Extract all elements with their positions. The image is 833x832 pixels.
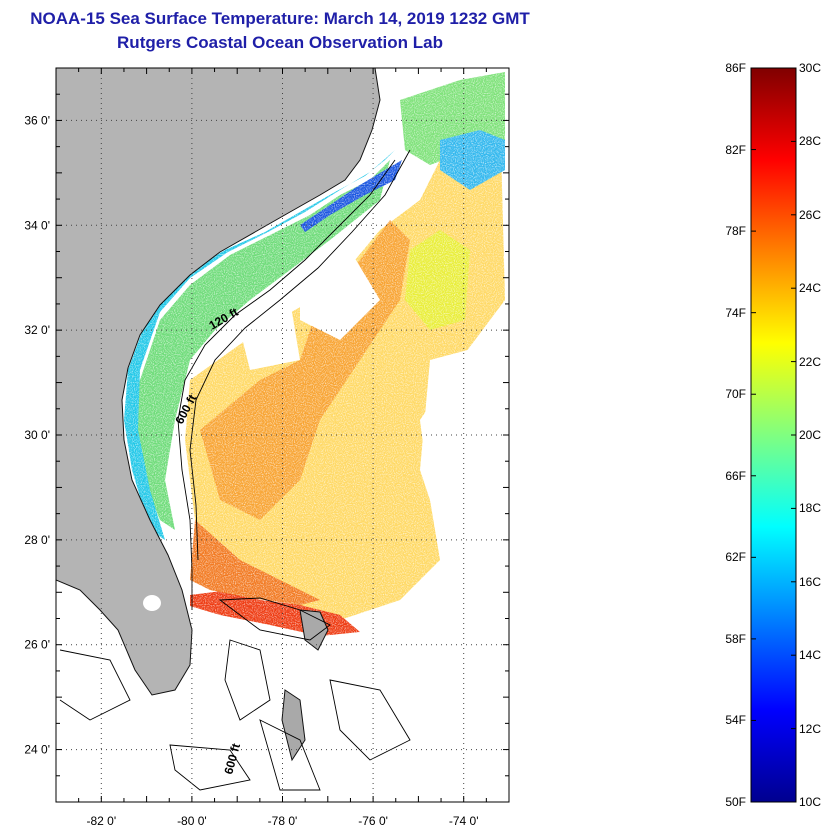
- lat-label: 24 0': [24, 743, 50, 757]
- colorbar-c-label: 24C: [799, 281, 822, 296]
- map-subtitle: Rutgers Coastal Ocean Observation Lab: [117, 33, 443, 52]
- colorbar-c-label: 22C: [799, 354, 822, 369]
- lat-label: 32 0': [24, 323, 50, 337]
- lon-label: -80 0': [177, 814, 207, 828]
- latitude-labels: 36 0' 34 0' 32 0' 30 0' 28 0' 26 0' 24 0': [24, 113, 50, 756]
- longitude-labels: -82 0' -80 0' -78 0' -76 0' -74 0': [86, 814, 478, 828]
- lat-label: 28 0': [24, 533, 50, 547]
- colorbar-f-label: 74F: [725, 305, 746, 320]
- colorbar-c-label: 20C: [799, 428, 822, 442]
- land-us-coast: [56, 68, 381, 696]
- colorbar-c-label: 28C: [799, 134, 822, 149]
- lon-label: -76 0': [358, 814, 388, 828]
- colorbar: [750, 67, 797, 803]
- axis-ticks: [55, 67, 510, 803]
- colorbar-f-label: 50F: [725, 795, 746, 809]
- colorbar-ticks: [751, 67, 796, 803]
- colorbar-f-label: 86F: [725, 61, 746, 75]
- colorbar-f-label: 70F: [725, 387, 746, 402]
- map-title: NOAA-15 Sea Surface Temperature: March 1…: [30, 9, 530, 28]
- colorbar-c-label: 10C: [799, 795, 822, 809]
- lon-label: -82 0': [86, 814, 116, 828]
- colorbar-c-label: 16C: [799, 574, 822, 589]
- lat-label: 34 0': [24, 218, 50, 232]
- lake-okeechobee: [143, 595, 161, 611]
- lon-label: -78 0': [268, 814, 298, 828]
- land-andros: [281, 689, 306, 762]
- colorbar-c-label: 12C: [799, 721, 822, 736]
- colorbar-f-label: 58F: [725, 631, 746, 646]
- colorbar-f-label: 62F: [725, 550, 746, 565]
- colorbar-f-label: 54F: [725, 713, 746, 728]
- lon-label: -74 0': [449, 814, 479, 828]
- graticule: [56, 68, 509, 802]
- isobath-contours: [59, 149, 411, 791]
- lat-label: 30 0': [24, 428, 50, 442]
- colorbar-c-label: 26C: [799, 207, 822, 222]
- cloud-area: [240, 250, 505, 560]
- colorbar-c-label: 18C: [799, 501, 822, 516]
- colorbar-f-label: 82F: [725, 142, 746, 157]
- colorbar-f-label: 66F: [725, 468, 746, 483]
- lat-label: 26 0': [24, 638, 50, 652]
- colorbar-c-label: 30C: [799, 61, 822, 75]
- colorbar-f-label: 78F: [725, 224, 746, 239]
- colorbar-c-label: 14C: [799, 648, 822, 663]
- lat-label: 36 0': [24, 113, 50, 127]
